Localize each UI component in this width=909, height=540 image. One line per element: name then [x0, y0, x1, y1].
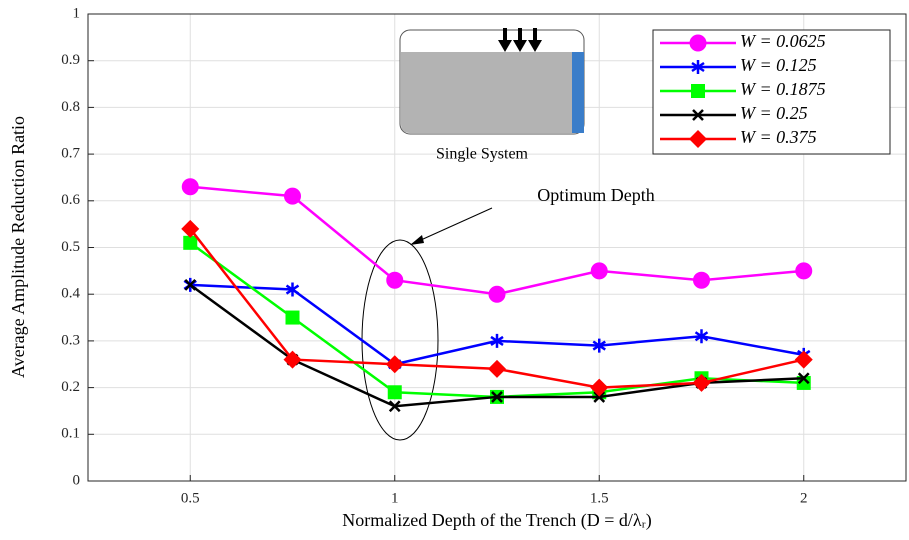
annotation-arrowhead [410, 235, 424, 245]
marker [693, 271, 710, 289]
x-tick-label: 1 [391, 490, 399, 506]
legend-label: W = 0.0625 [740, 31, 826, 51]
legend-marker [691, 84, 705, 98]
marker [285, 310, 300, 325]
marker [184, 278, 197, 291]
marker [388, 400, 401, 413]
inset-caption: Single System [436, 146, 529, 163]
inset-soil [401, 52, 583, 133]
plot [181, 178, 813, 413]
y-tick-label: 0.8 [61, 99, 80, 115]
marker [284, 187, 301, 205]
annotation-arrow [411, 207, 493, 245]
legend-label: W = 0.375 [740, 127, 817, 147]
annotation: Optimum Depth [537, 185, 655, 205]
legend: W = 0.0625 W = 0.125 W = 0.1875 W = 0.25 W =… [660, 31, 826, 148]
series-line [190, 185, 804, 296]
legend-label: W = 0.125 [740, 55, 817, 75]
y-tick-label: 0.2 [61, 379, 80, 395]
y-tick-label: 0.1 [61, 426, 80, 442]
y-tick-label: 0.9 [61, 52, 80, 68]
x-tick-label: 0.5 [181, 490, 200, 506]
y-tick-label: 0.5 [61, 239, 80, 255]
legend-marker [691, 60, 705, 74]
marker [491, 391, 503, 403]
marker [592, 338, 606, 353]
marker [386, 271, 404, 289]
marker [692, 373, 711, 392]
legend-label: W = 0.25 [740, 103, 808, 123]
marker [593, 391, 606, 403]
marker [181, 219, 200, 238]
marker [488, 285, 506, 303]
x-tick-label: 1.5 [590, 490, 609, 506]
marker [385, 355, 404, 374]
marker [181, 178, 199, 196]
x-tick-label: 2 [800, 490, 808, 506]
legend-marker [689, 130, 707, 148]
legend-label: W = 0.1875 [740, 79, 826, 99]
marker [285, 282, 300, 297]
legend-marker [689, 34, 707, 52]
y-tick-label: 1 [73, 5, 81, 21]
y-tick-label: 0.4 [61, 286, 80, 302]
y-tick-label: 0.7 [61, 146, 80, 162]
marker [283, 350, 302, 369]
x-axis-label: Normalized Depth of the Trench (D = d/λᵣ… [342, 510, 651, 531]
marker [795, 262, 813, 280]
plot-frame [87, 13, 907, 482]
y-tick-label: 0 [73, 472, 81, 488]
y-tick-label: 0.3 [61, 332, 80, 348]
marker [590, 262, 608, 280]
marker [387, 385, 402, 400]
legend-marker [692, 109, 704, 121]
marker [183, 235, 198, 250]
inset-trench [572, 52, 584, 133]
inset: Single System [399, 28, 585, 163]
marker [797, 372, 810, 385]
marker [590, 378, 609, 397]
marker [490, 333, 504, 348]
inset-arrows [498, 28, 542, 52]
marker [694, 329, 709, 344]
y-axis-label: Average Amplitude Reduction Ratio [8, 116, 28, 378]
marker [488, 359, 506, 378]
marker [794, 350, 813, 369]
y-tick-label: 0.6 [61, 192, 80, 208]
